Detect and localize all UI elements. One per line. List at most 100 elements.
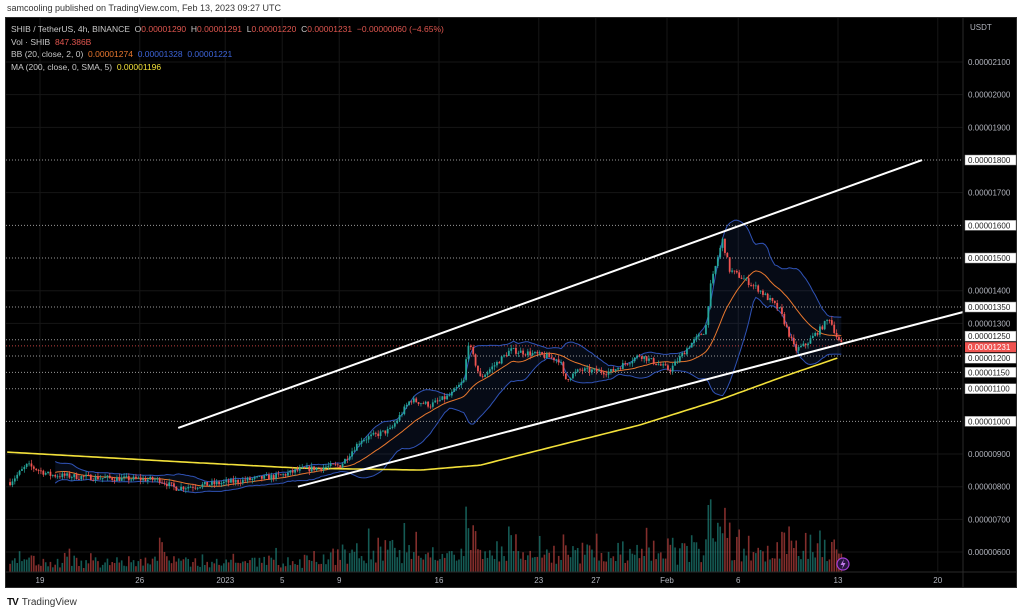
- candle-body: [220, 483, 223, 485]
- volume-bar: [244, 561, 246, 572]
- volume-bar: [705, 539, 707, 572]
- candle-body: [21, 469, 23, 471]
- candle-body: [135, 476, 137, 479]
- candle-body: [132, 476, 135, 480]
- volume-bar: [676, 564, 679, 572]
- volume-bar: [605, 561, 607, 572]
- volume-bar: [555, 563, 558, 572]
- candle-body: [795, 344, 798, 351]
- candle-body: [73, 474, 76, 478]
- volume-bar: [151, 558, 154, 572]
- level-price-label-box: [964, 220, 1017, 231]
- candle-body: [365, 439, 368, 441]
- volume-bar: [607, 551, 610, 572]
- y-tick-label: 0.00000600: [968, 548, 1011, 557]
- volume-bar: [745, 555, 748, 572]
- y-tick-label: 0.00000900: [968, 450, 1011, 459]
- volume-bar: [28, 557, 30, 572]
- candle-body: [92, 480, 95, 482]
- candle-body: [602, 372, 605, 375]
- candle-body: [690, 342, 693, 348]
- volume-bar: [740, 561, 743, 572]
- ma-label[interactable]: MA (200, close, 0, SMA, 5): [11, 61, 113, 72]
- volume-bar: [764, 561, 767, 572]
- candle-body: [759, 290, 762, 292]
- volume-bar: [135, 566, 137, 572]
- level-price-label: 0.00001800: [968, 156, 1011, 165]
- volume-bar: [458, 559, 460, 572]
- candle-body: [75, 474, 78, 480]
- candle-body: [94, 476, 97, 481]
- lightning-icon[interactable]: [836, 557, 850, 571]
- level-price-label-box: [964, 154, 1017, 166]
- volume-bar: [261, 562, 263, 572]
- volume-bar: [147, 563, 149, 572]
- high-value: 0.00001291: [197, 24, 242, 34]
- candle-body: [336, 464, 339, 466]
- candle-body: [163, 482, 166, 484]
- candle-body: [234, 479, 237, 483]
- volume-bar: [375, 562, 377, 572]
- volume-bar: [584, 554, 586, 572]
- volume-bar: [579, 563, 581, 572]
- candle-body: [629, 363, 631, 365]
- bb-label[interactable]: BB (20, close, 2, 0): [11, 49, 84, 59]
- volume-bar: [650, 560, 653, 572]
- candle-body: [23, 466, 26, 470]
- volume-bar: [503, 556, 505, 572]
- candle-body: [287, 472, 289, 476]
- chart-panel[interactable]: [5, 17, 1017, 588]
- candle-body: [507, 350, 510, 356]
- volume-bar: [215, 558, 218, 572]
- candle-body: [54, 475, 57, 477]
- volume-bar: [249, 560, 251, 572]
- volume-bar: [443, 557, 446, 572]
- volume-bar: [712, 538, 714, 572]
- candle-body: [560, 362, 562, 363]
- candle-body: [87, 474, 90, 476]
- candle-body: [59, 476, 61, 478]
- volume-bar: [460, 548, 463, 572]
- x-tick-label: 16: [435, 576, 444, 585]
- volume-bar: [436, 560, 439, 572]
- candle-body: [676, 361, 679, 363]
- candle-body: [116, 477, 118, 482]
- candle-body: [617, 368, 619, 370]
- volume-bar: [113, 563, 116, 572]
- y-tick-label: 0.00001300: [968, 319, 1011, 328]
- volume-bar: [42, 558, 45, 572]
- candle-body: [80, 476, 83, 480]
- volume-bar: [643, 555, 645, 572]
- current-price-label: 0.00001231: [968, 343, 1011, 352]
- candle-body: [215, 481, 218, 485]
- change-value: −0.00000060 (−4.65%): [356, 24, 444, 34]
- volume-bar: [280, 567, 282, 572]
- volume-bar: [586, 544, 588, 572]
- volume-bar: [683, 543, 686, 572]
- volume-bar: [377, 537, 379, 572]
- volume-bar: [35, 565, 37, 572]
- candle-body: [427, 401, 429, 407]
- volume-bar: [755, 553, 757, 572]
- symbol-title[interactable]: SHIB / TetherUS, 4h, BINANCE: [11, 24, 130, 34]
- volume-bar: [337, 549, 339, 572]
- volume-label[interactable]: Vol · SHIB: [11, 36, 51, 47]
- volume-bar: [256, 566, 258, 572]
- candle-body: [638, 355, 641, 357]
- candle-body: [569, 378, 572, 380]
- volume-bar: [303, 554, 306, 572]
- volume-bar: [804, 532, 807, 572]
- volume-bar: [550, 562, 553, 572]
- tradingview-logo[interactable]: TV TradingView: [7, 597, 77, 608]
- candle-body: [137, 477, 140, 479]
- candle-body: [705, 325, 707, 335]
- volume-bar: [750, 560, 752, 572]
- volume-bar: [638, 558, 641, 572]
- volume-bar: [37, 564, 40, 572]
- candle-body: [664, 364, 667, 366]
- volume-bar: [128, 556, 130, 572]
- volume-bar: [531, 557, 534, 572]
- candle-body: [838, 337, 840, 341]
- candle-body: [161, 482, 163, 484]
